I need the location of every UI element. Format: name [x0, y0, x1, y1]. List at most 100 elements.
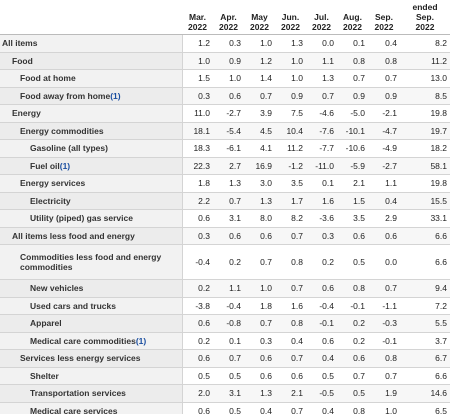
value-cell: 2.1: [275, 384, 306, 403]
label-text: Medical care services: [30, 405, 118, 414]
header-line: 2022: [415, 22, 435, 32]
table-row: All items less food and energy 0.3 0.6 0.6 0…: [0, 227, 450, 245]
header-line: 2022: [188, 22, 207, 32]
column-header: Aug. 2022: [337, 0, 368, 35]
column-header: Jun. 2022: [275, 0, 306, 35]
value-cell: 0.4: [368, 34, 400, 53]
value-cell: 0.6: [275, 367, 306, 385]
label-text: Utility (piped) gas service: [30, 213, 133, 224]
label-text: Energy commodities: [20, 125, 104, 136]
table-body: All items 1.2 0.3 1.0 1.3 0.0 0.1 0.4 8.2 Food 1.0…: [0, 34, 450, 414]
value-cell: 1.0: [275, 52, 306, 70]
value-cell: 0.2: [182, 332, 213, 350]
table-row: Gasoline (all types) 18.3 -6.1 4.1 11.2 -7.7-…: [0, 139, 450, 158]
label-text: All items less food and energy: [12, 230, 135, 241]
value-cell: 0.6: [337, 349, 368, 368]
value-cell: 0.7: [306, 87, 337, 105]
value-cell: -0.4: [306, 297, 337, 315]
row-label: Services less energy services: [0, 349, 183, 368]
value-cell: 1.2: [182, 34, 213, 53]
value-cell: -2.1: [368, 104, 400, 123]
value-cell: -4.9: [368, 139, 400, 158]
value-cell: 0.9: [337, 87, 368, 105]
value-cell: 3.7: [400, 332, 450, 350]
value-cell: 33.1: [400, 209, 450, 228]
value-cell: 0.9: [275, 87, 306, 105]
value-cell: 0.7: [275, 227, 306, 245]
value-cell: 0.7: [244, 314, 275, 333]
value-cell: 0.8: [337, 402, 368, 414]
value-cell: -1.2: [275, 157, 306, 175]
value-cell: 18.1: [182, 122, 213, 140]
table-row: Used cars and trucks -3.8 -0.4 1.8 1.6 -0.4 -0…: [0, 297, 450, 315]
value-cell: 1.1: [368, 174, 400, 193]
value-cell: -0.1: [337, 297, 368, 315]
value-cell: 0.4: [244, 402, 275, 414]
value-cell: -3.8: [182, 297, 213, 315]
value-cell: -3.6: [306, 209, 337, 228]
value-cell: 11.2: [400, 52, 450, 70]
value-cell: 3.5: [275, 174, 306, 193]
value-cell: 10.4: [275, 122, 306, 140]
footnote-link[interactable]: (1): [59, 160, 71, 171]
row-label: Gasoline (all types): [0, 139, 183, 158]
row-label: Utility (piped) gas service: [0, 209, 183, 228]
value-cell: 0.9: [368, 87, 400, 105]
value-cell: 13.0: [400, 69, 450, 88]
table-row: Food 1.0 0.9 1.2 1.0 1.1 0.8 0.8 11.2: [0, 52, 450, 70]
footnote-link[interactable]: (1): [135, 335, 147, 346]
value-cell: 1.0: [244, 34, 275, 53]
row-label: All items less food and energy: [0, 227, 183, 245]
value-cell: 1.8: [182, 174, 213, 193]
value-cell: 0.8: [368, 52, 400, 70]
value-cell: 9.4: [400, 279, 450, 298]
label-text: Apparel: [30, 318, 62, 329]
value-cell: 0.4: [275, 332, 306, 350]
table-row: Medical care services 0.6 0.5 0.4 0.7 0.4 0.8 1…: [0, 402, 450, 414]
value-cell: -0.1: [306, 314, 337, 333]
label-text: Shelter: [30, 370, 59, 381]
label-text: Electricity: [30, 195, 71, 206]
label-text: Medical care commodities: [30, 335, 136, 346]
value-cell: 0.2: [213, 244, 244, 280]
value-cell: -10.6: [337, 139, 368, 158]
value-cell: 1.0: [213, 69, 244, 88]
table-row: Electricity 2.2 0.7 1.3 1.7 1.6 1.5 0.4 15.5: [0, 192, 450, 210]
value-cell: 18.3: [182, 139, 213, 158]
header-line: ended: [412, 2, 438, 12]
value-cell: 0.5: [213, 402, 244, 414]
value-cell: 0.6: [182, 402, 213, 414]
label-text: Fuel oil: [30, 160, 60, 171]
value-cell: 2.2: [182, 192, 213, 210]
value-cell: 1.5: [182, 69, 213, 88]
column-header: Apr. 2022: [213, 0, 244, 35]
table-row: Medical care commodities(1) 0.2 0.1 0.3 0.4 0…: [0, 332, 450, 350]
value-cell: 0.3: [244, 332, 275, 350]
row-label: Shelter: [0, 367, 183, 385]
value-cell: 19.7: [400, 122, 450, 140]
value-cell: 0.6: [368, 227, 400, 245]
table-row: New vehicles 0.2 1.1 1.0 0.7 0.6 0.8 0.7 9.4: [0, 279, 450, 298]
value-cell: -2.7: [368, 157, 400, 175]
value-cell: 0.4: [306, 349, 337, 368]
row-label: Fuel oil(1): [0, 157, 183, 175]
row-label: Food at home: [0, 69, 183, 88]
header-line: 2022: [219, 22, 238, 32]
row-label: Food away from home(1): [0, 87, 183, 105]
table-row: Food at home 1.5 1.0 1.4 1.0 1.3 0.7 0.7 13.0: [0, 69, 450, 88]
value-cell: -10.1: [337, 122, 368, 140]
column-header: May 2022: [244, 0, 275, 35]
value-cell: 6.6: [400, 367, 450, 385]
value-cell: 0.6: [337, 227, 368, 245]
header-line: Mar.: [188, 12, 206, 22]
table-row: Energy services 1.8 1.3 3.0 3.5 0.1 2.1 1.1 19.8: [0, 174, 450, 193]
table-row: Apparel 0.6 -0.8 0.7 0.8 -0.1 0.2 -0.3 5.5: [0, 314, 450, 333]
value-cell: 1.0: [244, 279, 275, 298]
table-row: Energy 11.0 -2.7 3.9 7.5 -4.6 -5.0 -2.1 19.8: [0, 104, 450, 123]
footnote-link[interactable]: (1): [110, 90, 121, 101]
value-cell: 0.6: [244, 349, 275, 368]
row-label: Food: [0, 52, 183, 70]
header-line: 2022: [312, 22, 331, 32]
value-cell: 6.6: [400, 227, 450, 245]
